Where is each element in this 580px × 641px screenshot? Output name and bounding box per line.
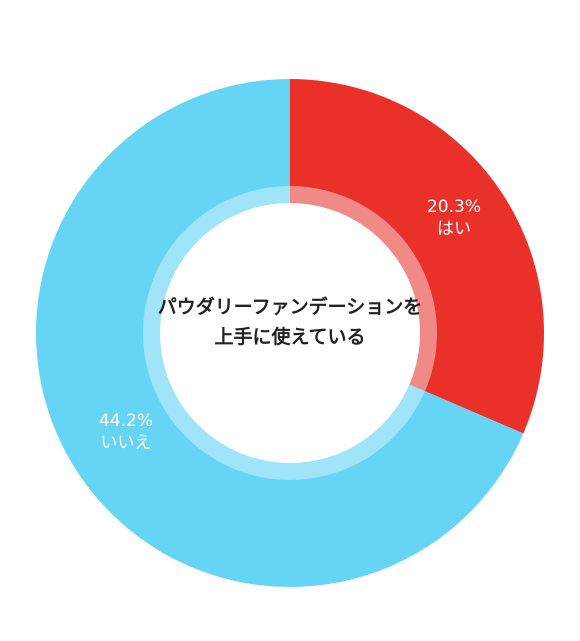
chart-title: パウダリーファンデーションを 上手に使えている xyxy=(140,292,440,352)
slice-name-no: いいえ xyxy=(100,433,152,453)
chart-title-line-2: 上手に使えている xyxy=(214,326,366,348)
slice-value-no: 44.2% xyxy=(98,411,153,431)
slice-label-no: 44.2% いいえ xyxy=(86,410,166,454)
chart-title-line-1: パウダリーファンデーションを xyxy=(157,296,423,318)
slice-name-yes: はい xyxy=(437,219,471,239)
slice-label-yes: 20.3% はい xyxy=(414,196,494,240)
donut-hole xyxy=(160,203,420,463)
slice-value-yes: 20.3% xyxy=(426,197,481,217)
